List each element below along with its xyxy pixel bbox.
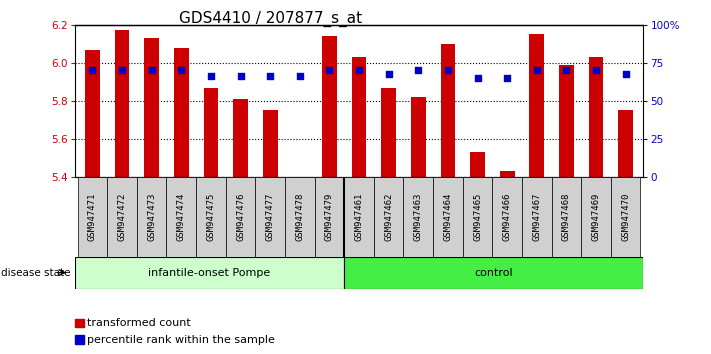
Bar [463,177,492,257]
Bar [233,99,248,177]
Bar [114,30,129,177]
Point [353,68,365,73]
Point [383,72,395,77]
Text: GSM947464: GSM947464 [444,193,452,241]
Bar [411,97,426,177]
Text: GSM947473: GSM947473 [147,193,156,241]
Point [531,68,542,73]
Text: GSM947462: GSM947462 [384,193,393,241]
Point [442,68,454,73]
Bar [292,177,307,228]
Bar [552,177,582,257]
Bar [470,152,485,177]
Text: GSM947475: GSM947475 [206,193,215,241]
Bar [85,50,100,177]
Bar [582,177,611,257]
Point [264,73,276,79]
Bar [441,44,455,177]
Bar [226,177,255,257]
Bar [492,177,522,257]
Bar [196,177,226,257]
Point [590,68,602,73]
Text: infantile-onset Pompe: infantile-onset Pompe [149,268,271,278]
Text: GSM947472: GSM947472 [117,193,127,241]
Bar [77,177,107,257]
Text: GSM947479: GSM947479 [325,193,334,241]
Text: GSM947471: GSM947471 [88,193,97,241]
Text: disease state: disease state [1,268,71,278]
Text: GSM947476: GSM947476 [236,193,245,241]
Text: percentile rank within the sample: percentile rank within the sample [87,335,275,345]
Text: GSM947461: GSM947461 [355,193,363,241]
Bar [314,177,344,257]
Text: GSM947470: GSM947470 [621,193,630,241]
Bar [166,177,196,257]
Point [412,68,424,73]
Text: GSM947469: GSM947469 [592,193,601,241]
Text: GSM947466: GSM947466 [503,193,512,241]
Bar [611,177,641,257]
Bar [500,171,515,177]
Point [294,73,306,79]
Bar [75,257,344,289]
Point [176,68,187,73]
Text: GSM947465: GSM947465 [473,193,482,241]
Point [620,72,631,77]
Text: transformed count: transformed count [87,318,191,328]
Bar [352,57,366,177]
Bar [144,38,159,177]
Text: control: control [474,268,513,278]
Point [472,75,483,81]
Bar [619,110,633,177]
Text: GSM947463: GSM947463 [414,193,423,241]
Point [324,68,335,73]
Bar [255,177,285,257]
Point [117,68,128,73]
Point [146,68,157,73]
Bar [433,177,463,257]
Point [205,73,217,79]
Bar [522,177,552,257]
Bar [344,177,374,257]
Bar [174,47,188,177]
Text: GDS4410 / 207877_s_at: GDS4410 / 207877_s_at [178,11,362,27]
Bar [344,257,643,289]
Point [235,73,246,79]
Text: GSM947478: GSM947478 [295,193,304,241]
Point [87,68,98,73]
Bar [374,177,404,257]
Bar [203,87,218,177]
Point [561,68,572,73]
Bar [381,87,396,177]
Bar [322,36,337,177]
Bar [404,177,433,257]
Bar [530,34,544,177]
Text: GSM947474: GSM947474 [177,193,186,241]
Bar [263,110,277,177]
Text: GSM947468: GSM947468 [562,193,571,241]
Text: GSM947477: GSM947477 [266,193,274,241]
Bar [107,177,137,257]
Point [501,75,513,81]
Bar [589,57,604,177]
Text: GSM947467: GSM947467 [533,193,541,241]
Bar [137,177,166,257]
Bar [285,177,314,257]
Bar [559,65,574,177]
